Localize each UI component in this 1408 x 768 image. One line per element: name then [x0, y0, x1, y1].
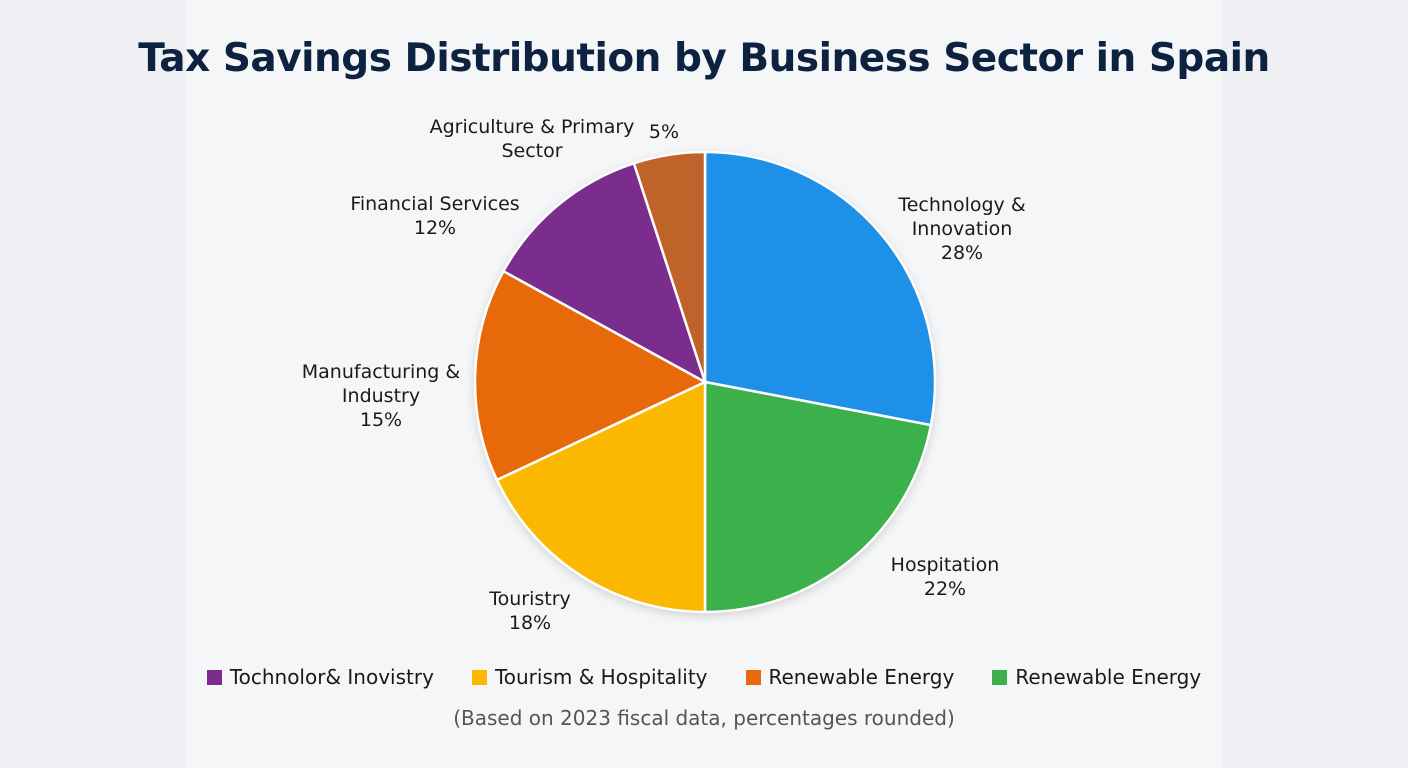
pie-slice: [703, 380, 933, 614]
legend: Tochnolor& Inovistry Tourism & Hospitalit…: [0, 665, 1408, 689]
slice-value: 15%: [359, 409, 403, 431]
slice-label: Manufacturing & Industry 15%: [296, 360, 466, 432]
pie-slice: [495, 380, 707, 614]
legend-label: Tochnolor& Inovistry: [229, 665, 434, 689]
slice-label: Financial Services 12%: [335, 192, 535, 240]
legend-item: Tourism & Hospitality: [471, 665, 708, 689]
legend-label: Tourism & Hospitality: [494, 665, 708, 689]
slice-name: Agriculture & Primary Sector: [429, 116, 635, 162]
slice-value: 18%: [508, 612, 552, 634]
slice-name: Manufacturing & Industry: [301, 361, 461, 407]
slice-value: 22%: [923, 578, 967, 600]
legend-swatch: [471, 669, 487, 685]
slice-value: 5%: [648, 121, 680, 143]
pie-slice: [703, 150, 937, 427]
legend-swatch: [206, 669, 222, 685]
footnote: (Based on 2023 fiscal data, percentages …: [453, 706, 955, 730]
legend-item: Renewable Energy: [992, 665, 1201, 689]
legend-label: Renewable Energy: [1015, 665, 1202, 689]
legend-swatch: [745, 669, 761, 685]
legend-item: Tochnolor& Inovistry: [206, 665, 434, 689]
slice-label: Agriculture & Primary Sector: [412, 115, 652, 163]
legend-swatch: [992, 669, 1008, 685]
pie-slice: [473, 269, 708, 482]
slice-name: Financial Services: [350, 193, 520, 215]
chart-title: Tax Savings Distribution by Business Sec…: [138, 36, 1270, 81]
legend-label: Renewable Energy: [768, 665, 955, 689]
pie-slice: [501, 161, 708, 385]
slice-name: Technology & Innovation: [898, 194, 1026, 240]
pie-slice: [632, 150, 707, 383]
slice-label: Hospitation 22%: [860, 553, 1030, 601]
slice-name: Touristry: [489, 588, 571, 610]
slice-name: Hospitation: [890, 554, 1000, 576]
slice-value: 12%: [413, 217, 457, 239]
legend-item: Renewable Energy: [745, 665, 955, 689]
slice-label: Technology & Innovation 28%: [877, 193, 1047, 265]
slice-label: Touristry 18%: [455, 587, 605, 635]
slice-value: 28%: [940, 242, 984, 264]
